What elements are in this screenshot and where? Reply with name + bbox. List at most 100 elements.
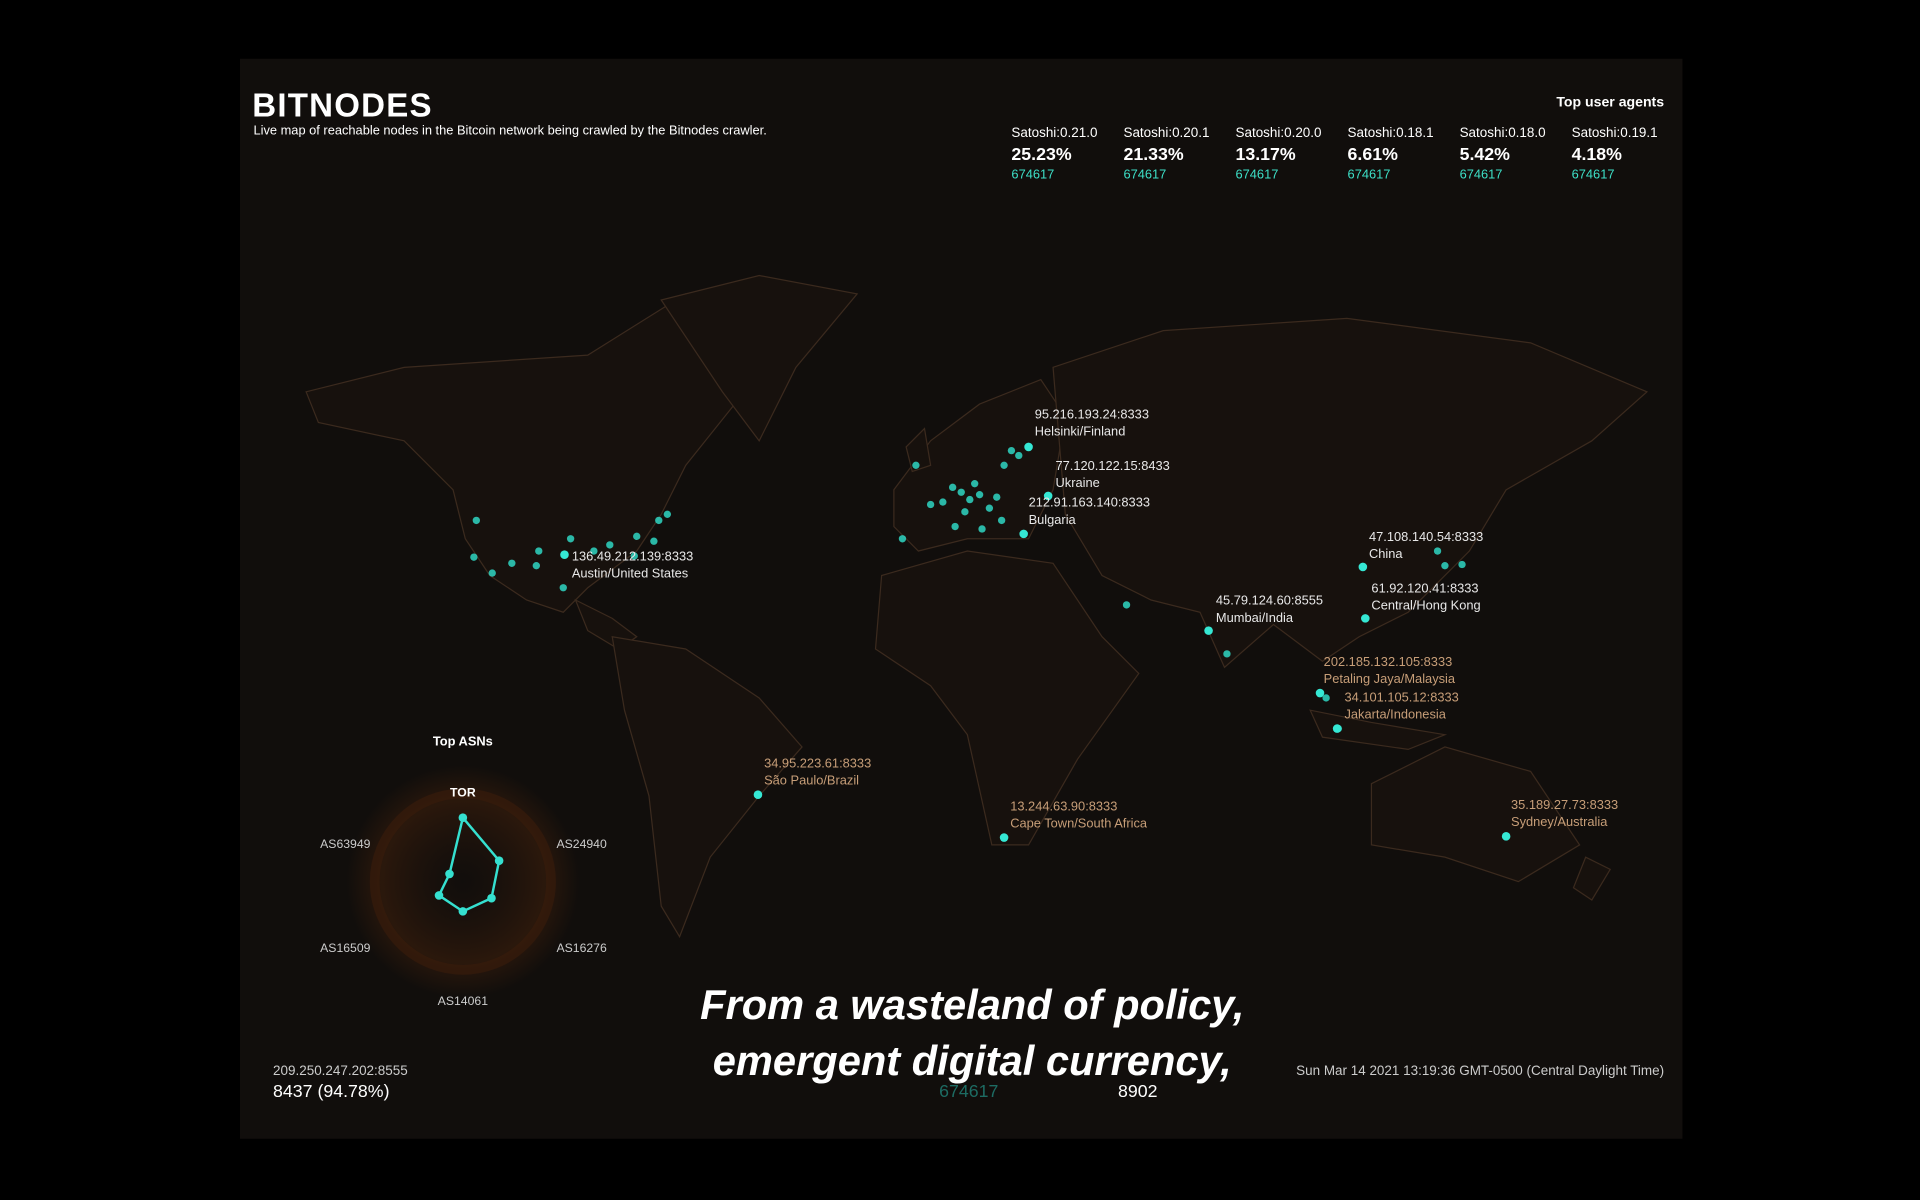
radar-point — [494, 856, 504, 865]
node-address: 212.91.163.140:8333 — [1029, 495, 1150, 510]
node-dot — [912, 461, 920, 469]
node-dot — [898, 535, 907, 543]
agent-name: Satoshi:0.18.1 — [1348, 125, 1434, 140]
node-dot — [957, 488, 965, 496]
node-dot — [655, 516, 663, 525]
node-dot — [633, 532, 641, 540]
node-location: Sydney/Australia — [1511, 814, 1608, 829]
agent-share: 13.17% — [1236, 144, 1296, 164]
node-location: Austin/United States — [572, 566, 688, 581]
agent-share: 4.18% — [1572, 144, 1623, 164]
node-dot — [566, 535, 575, 543]
node-dot — [535, 547, 543, 555]
node-dot — [472, 516, 480, 525]
node-dot — [971, 480, 979, 488]
node-address: 35.189.27.73:8333 — [1511, 797, 1618, 812]
agent-height: 674617 — [1572, 166, 1615, 181]
node-location: Bulgaria — [1029, 512, 1077, 527]
node-dot — [975, 491, 984, 499]
node-dot — [630, 552, 638, 560]
agents-heading: Top user agents — [1556, 94, 1664, 110]
agent-name: Satoshi:0.18.0 — [1460, 125, 1546, 140]
node-dot — [1441, 562, 1449, 570]
radar-point — [434, 891, 444, 900]
footer-height: 674617 — [939, 1081, 998, 1101]
radar-ring — [369, 788, 556, 975]
radar-point — [487, 893, 496, 903]
node-dot — [1204, 626, 1213, 635]
node-location: São Paulo/Brazil — [764, 773, 859, 788]
node-dot — [1358, 562, 1368, 572]
user-agents: Satoshi:0.21.0 25.23% 674617 Satoshi:0.20.1… — [1011, 125, 1657, 181]
node-dot — [1015, 451, 1023, 460]
node-dot — [560, 550, 569, 559]
agent-height: 674617 — [1123, 166, 1166, 181]
app-title: BITNODES — [252, 87, 433, 124]
agent-height: 674617 — [1236, 166, 1279, 181]
footer-timestamp: Sun Mar 14 2021 13:19:36 GMT-0500 (Centr… — [1296, 1063, 1664, 1078]
footer-count: 8437 (94.78%) — [273, 1081, 389, 1101]
node-dot — [966, 495, 974, 504]
node-dot — [470, 553, 478, 561]
node-dot — [1322, 694, 1330, 702]
node-dot — [1315, 688, 1325, 698]
node-dot — [1019, 529, 1028, 539]
axis-label: AS24940 — [556, 837, 607, 851]
node-dot — [1000, 461, 1008, 469]
node-labels: 95.216.193.24:8333 Helsinki/Finland 77.120… — [560, 406, 1618, 842]
agent-name: Satoshi:0.21.0 — [1011, 125, 1097, 140]
node-address: 34.95.223.61:8333 — [764, 755, 871, 770]
footer-address: 209.250.247.202:8555 — [273, 1063, 408, 1078]
node-dot — [961, 508, 969, 516]
node-dot — [663, 510, 672, 518]
axis-label: TOR — [450, 786, 476, 800]
agent-share: 21.33% — [1123, 144, 1183, 164]
node-dot — [978, 525, 986, 533]
node-location: Petaling Jaya/Malaysia — [1324, 671, 1456, 686]
radar-glow — [346, 765, 580, 998]
node-dot — [1024, 442, 1033, 452]
node-dot — [1122, 601, 1131, 609]
node-dot — [1361, 614, 1370, 623]
node-dot — [590, 547, 598, 555]
footer-total: 8902 — [1118, 1081, 1158, 1101]
axis-label: AS63949 — [320, 837, 371, 851]
node-address: 61.92.120.41:8333 — [1371, 580, 1478, 595]
node-dot — [650, 537, 658, 545]
radar-point — [458, 813, 468, 822]
agent-share: 5.42% — [1460, 144, 1511, 164]
node-dot — [1043, 491, 1053, 501]
node-address: 202.185.132.105:8333 — [1324, 654, 1453, 669]
node-address: 13.244.63.90:8333 — [1010, 798, 1117, 813]
node-location: Helsinki/Finland — [1035, 424, 1126, 439]
node-dot — [1501, 832, 1511, 841]
node-dot — [559, 584, 567, 592]
asn-radar: Top ASNs TOR AS24940 AS16276 AS14061 AS16509… — [320, 733, 607, 1007]
node-dot — [939, 498, 947, 506]
node-address: 47.108.140.54:8333 — [1369, 529, 1483, 544]
agent-name: Satoshi:0.19.1 — [1572, 125, 1658, 140]
node-dot — [508, 559, 516, 567]
node-dot — [1433, 547, 1442, 555]
caption-line: emergent digital currency, — [713, 1037, 1232, 1084]
node-dot — [985, 504, 994, 512]
node-dot — [1332, 724, 1342, 733]
node-address: 136.49.212.139:8333 — [572, 549, 693, 564]
agent-name: Satoshi:0.20.1 — [1123, 125, 1209, 140]
node-location: Cape Town/South Africa — [1010, 815, 1148, 830]
node-dot — [532, 562, 540, 570]
radar-point — [445, 869, 454, 879]
node-dot — [606, 541, 614, 549]
node-location: China — [1369, 546, 1403, 561]
caption-line: From a wasteland of policy, — [700, 981, 1244, 1028]
node-dot — [488, 569, 496, 577]
axis-label: AS16509 — [320, 941, 371, 955]
agent-share: 25.23% — [1011, 144, 1071, 164]
radar-title: Top ASNs — [433, 733, 493, 748]
node-address: 95.216.193.24:8333 — [1035, 406, 1149, 421]
node-dot — [753, 790, 763, 799]
node-dot — [999, 833, 1009, 842]
node-location: Central/Hong Kong — [1371, 598, 1480, 613]
node-address: 45.79.124.60:8555 — [1216, 593, 1323, 608]
